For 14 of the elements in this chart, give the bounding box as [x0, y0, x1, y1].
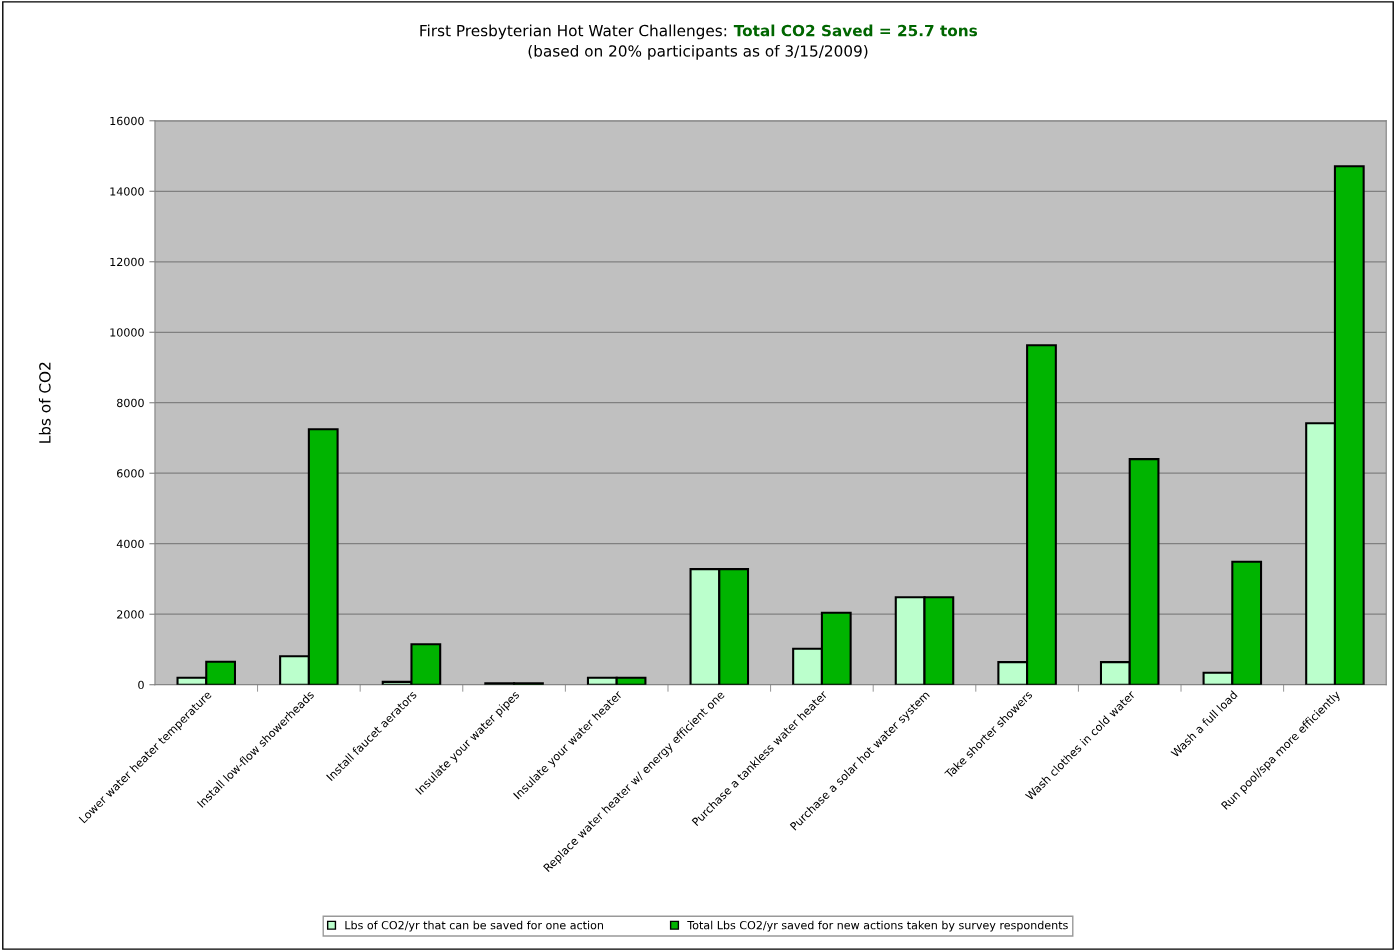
chart-title: First Presbyterian Hot Water Challenges: Total CO2 Saved = 25.7 tons	[420, 24, 978, 40]
y-tick-label: 2000	[117, 610, 144, 619]
y-tick-label: 4000	[116, 539, 144, 549]
y-axis-title: Lbs of CO2	[38, 362, 51, 443]
y-tick-label: 14000	[110, 187, 144, 196]
legend-label: Total Lbs CO2/yr saved for new actions taken by survey respondents	[687, 920, 1068, 932]
y-tick-label: 12000	[110, 257, 144, 267]
y-tick-label: 16000	[110, 116, 144, 126]
y-tick-label: 0	[138, 680, 144, 690]
chart-subtitle: (based on 20% participants as of 3/15/2009)	[528, 44, 868, 60]
y-tick-label: 8000	[117, 398, 144, 408]
legend-label: Lbs of CO2/yr that can be saved for one action	[345, 920, 603, 932]
y-tick-label: 6000	[117, 469, 144, 478]
y-tick-label: 10000	[110, 328, 144, 337]
